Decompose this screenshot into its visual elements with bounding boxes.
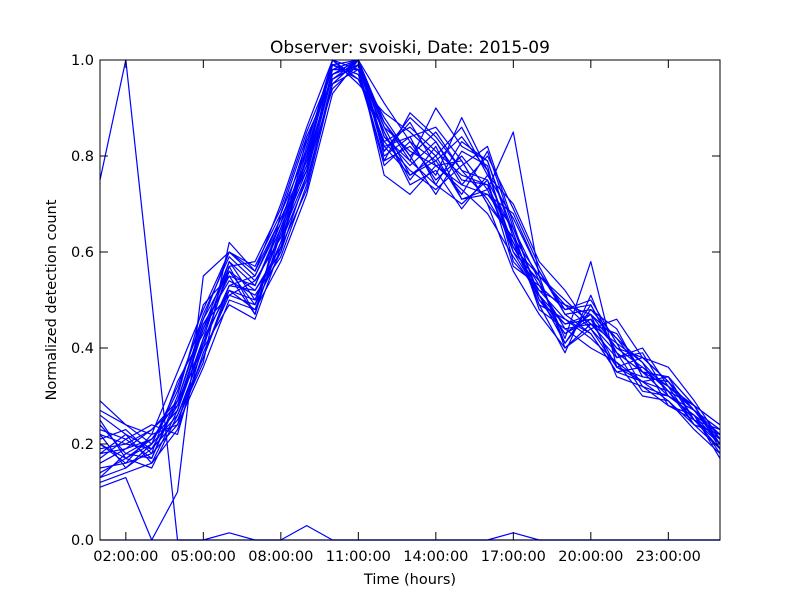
x-tick-label-2: 05:00:00 <box>171 549 236 565</box>
series-line-18 <box>99 59 721 459</box>
y-tick-label-5: 0.8 <box>71 149 94 165</box>
series-line-9 <box>99 59 721 435</box>
y-axis-ticks: 0.0 0.2 0.4 0.6 0.8 1.0 <box>71 53 720 549</box>
y-tick-label-1: 0.0 <box>71 533 94 549</box>
series-line-21 <box>99 64 721 479</box>
x-tick-label-1: 02:00:00 <box>93 549 158 565</box>
series-line-12 <box>99 64 721 469</box>
series-line-24 <box>99 64 721 459</box>
chart-title: Observer: svoiski, Date: 2015-09 <box>270 38 550 58</box>
x-tick-label-6: 17:00:00 <box>481 549 546 565</box>
series-line-23 <box>99 59 721 464</box>
series-line-20 <box>99 59 721 445</box>
series-lines <box>99 59 721 541</box>
x-tick-label-7: 20:00:00 <box>558 549 623 565</box>
x-axis-label: Time (hours) <box>363 572 456 588</box>
y-tick-label-3: 0.4 <box>71 341 94 357</box>
x-tick-label-4: 11:00:00 <box>326 549 391 565</box>
x-axis-ticks: 02:00:00 05:00:00 08:00:00 11:00:00 14:00:00… <box>93 60 701 565</box>
x-tick-label-5: 14:00:00 <box>403 549 468 565</box>
series-line-22 <box>99 59 721 445</box>
series-line-11 <box>99 59 721 483</box>
y-tick-label-2: 0.2 <box>71 437 94 453</box>
y-tick-label-4: 0.6 <box>71 245 94 261</box>
y-tick-label-6: 1.0 <box>71 53 94 69</box>
x-tick-label-8: 23:00:00 <box>636 549 701 565</box>
plot-frame <box>99 59 721 541</box>
y-axis-label: Normalized detection count <box>44 199 60 400</box>
series-line-19 <box>99 64 721 464</box>
series-line-17 <box>99 59 721 455</box>
x-tick-label-3: 08:00:00 <box>248 549 313 565</box>
